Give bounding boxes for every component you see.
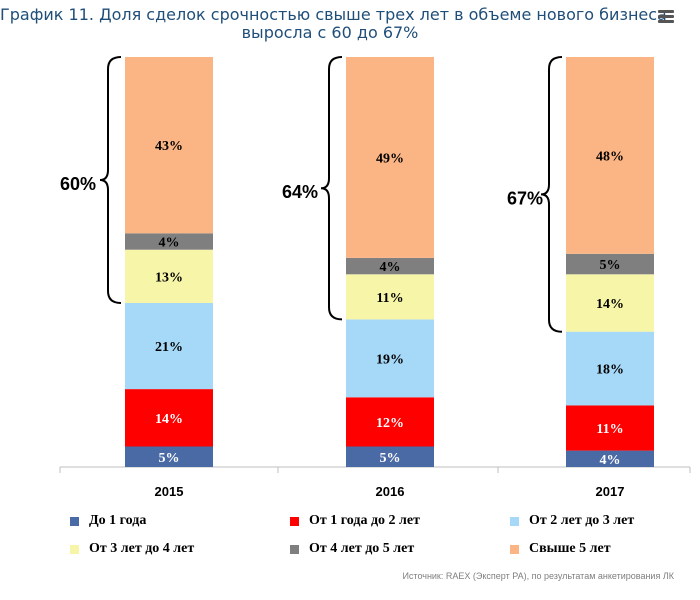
legend-swatch [70,544,79,554]
data-label: 4% [380,260,401,275]
legend-label: Свыше 5 лет [529,541,611,556]
bar-segment-2016-3 [346,319,434,398]
category-label: 2016 [376,484,405,499]
data-label: 5% [380,451,401,466]
data-label: 48% [596,149,624,164]
bar-segment-2015-6 [125,57,213,234]
legend-item[interactable]: От 4 лет до 5 лет [290,540,510,558]
hamburger-menu-icon[interactable] [656,8,676,26]
data-label: 5% [600,258,621,273]
stacked-bar-chart: 5% 14% 21% 13% 4% 43% 2015 60% 5% 12% 19% 11% 4% 49% 2… [59,56,691,499]
chart-legend: До 1 года От 1 года до 2 лет От 2 лет до 3… [70,512,690,558]
legend-item[interactable]: От 1 года до 2 лет [290,512,510,530]
bar-segment-2016-2 [346,397,434,447]
legend-swatch [290,516,299,526]
bracket-2016 [320,56,343,321]
chart-title: График 11. Доля сделок срочностью свыше … [0,5,667,42]
legend-swatch [510,516,519,526]
bracket-2015 [99,56,122,304]
data-label: 4% [600,453,621,468]
bar-segment-2017-6 [566,57,654,254]
bar-segment-2016-4 [346,274,434,320]
data-label: 11% [376,291,403,306]
bracket-total-label: 67% [507,188,543,208]
data-label: 43% [155,139,183,154]
bar-segment-2017-4 [566,274,654,332]
data-label: 5% [159,451,180,466]
legend-swatch [70,516,79,526]
data-label: 14% [155,412,183,427]
legend-swatch [510,544,519,554]
data-label: 49% [376,151,404,166]
bar-segment-2016-5 [346,257,434,275]
bar-segment-2015-3 [125,303,213,390]
legend-item[interactable]: До 1 года [70,512,290,530]
legend-item[interactable]: Свыше 5 лет [510,540,690,558]
bar-segment-2017-3 [566,331,654,406]
data-label: 4% [159,236,180,251]
bar-segment-2015-4 [125,249,213,303]
bracket-total-label: 64% [282,182,318,202]
legend-item[interactable]: От 2 лет до 3 лет [510,512,690,530]
bar-segment-2016-1 [346,446,434,467]
category-label: 2017 [596,484,625,499]
chart-title-line-2: выросла с 60 до 67% [241,23,419,42]
data-label: 19% [376,352,404,367]
data-label: 21% [155,340,183,355]
legend-label: От 1 года до 2 лет [309,513,420,528]
bar-segment-2017-2 [566,405,654,451]
bracket-total-label: 60% [60,174,96,194]
bar-segment-2015-2 [125,389,213,447]
legend-label: От 2 лет до 3 лет [529,513,635,528]
bar-segment-2015-5 [125,233,213,250]
legend-swatch [290,544,299,554]
bar-segment-2015-1 [125,446,213,467]
chart-title-line-1: График 11. Доля сделок срочностью свыше … [0,5,667,24]
data-label: 12% [376,416,404,431]
legend-label: От 4 лет до 5 лет [309,541,415,556]
category-label: 2015 [155,484,184,499]
legend-label: От 3 лет до 4 лет [89,541,195,556]
bar-segment-2017-1 [566,450,654,467]
source-note: Источник: RAEX (Эксперт РА), по результа… [402,571,674,581]
bar-segment-2017-5 [566,253,654,275]
bar-segment-2016-6 [346,57,434,258]
bracket-2017 [540,56,563,333]
data-label: 18% [596,363,624,378]
legend-label: До 1 года [89,513,147,528]
data-label: 11% [596,422,623,437]
data-label: 13% [155,270,183,285]
legend-item[interactable]: От 3 лет до 4 лет [70,540,290,558]
data-label: 14% [596,297,624,312]
